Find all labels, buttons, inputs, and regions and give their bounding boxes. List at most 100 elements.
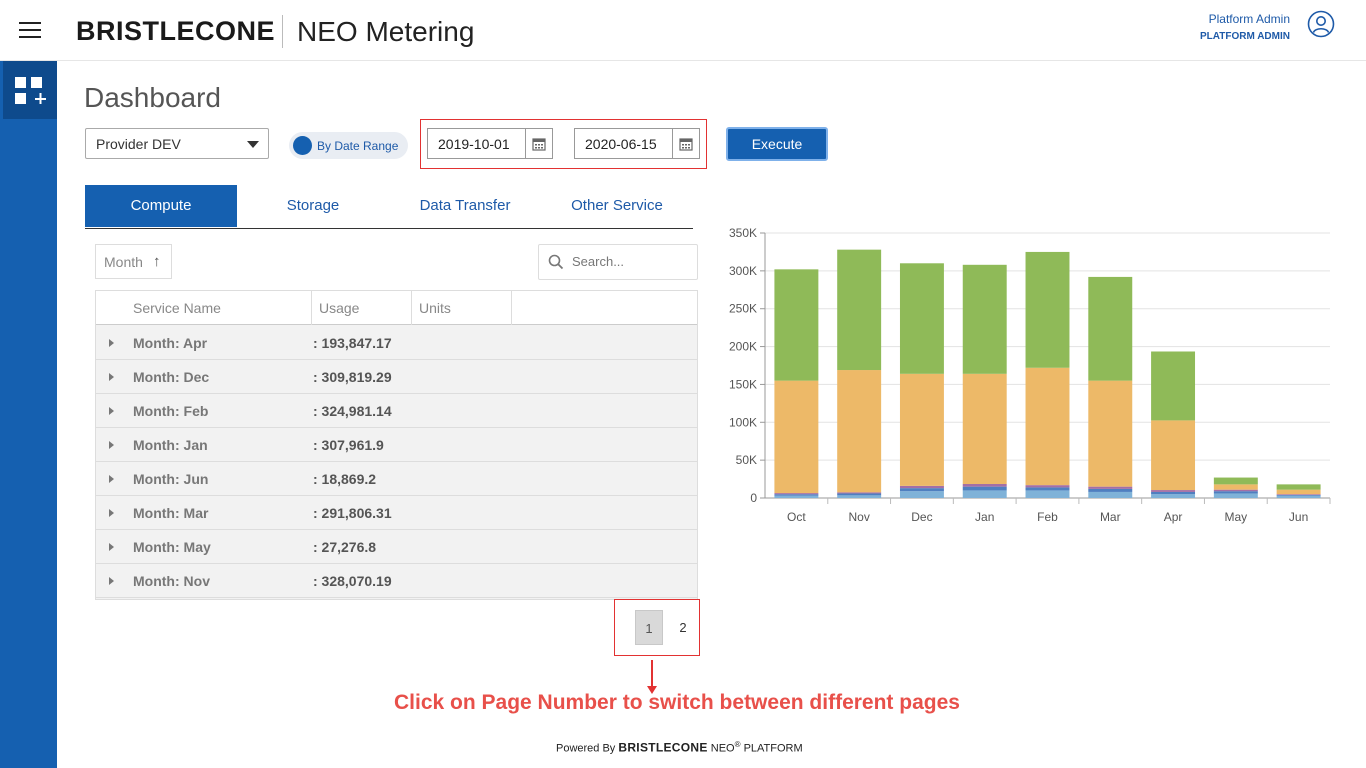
user-name[interactable]: Platform Admin <box>1208 12 1290 26</box>
bar-segment <box>1088 488 1133 492</box>
x-tick-label: Mar <box>1100 510 1121 524</box>
chevron-down-icon <box>247 141 259 148</box>
page-button-1[interactable]: 1 <box>635 610 663 645</box>
x-tick-label: Jan <box>975 510 994 524</box>
bar-segment <box>774 495 819 498</box>
user-avatar-icon[interactable] <box>1307 10 1335 38</box>
bar-segment <box>1151 420 1196 491</box>
dashboard-add-icon <box>15 77 46 104</box>
table-row[interactable]: Month: Apr: 193,847.17 <box>96 326 697 360</box>
bar-segment <box>1025 487 1070 491</box>
y-tick-label: 50K <box>736 453 757 467</box>
expand-icon[interactable] <box>109 373 114 381</box>
end-date-value: 2020-06-15 <box>585 136 657 152</box>
execute-button[interactable]: Execute <box>726 127 828 161</box>
service-tabs: Compute Storage Data Transfer Other Serv… <box>85 185 693 229</box>
expand-icon[interactable] <box>109 407 114 415</box>
end-date-input[interactable]: 2020-06-15 <box>574 128 700 159</box>
expand-icon[interactable] <box>109 577 114 585</box>
expand-icon[interactable] <box>109 509 114 517</box>
tab-compute[interactable]: Compute <box>85 185 237 227</box>
bar-segment <box>1151 351 1196 421</box>
calendar-icon[interactable] <box>525 129 552 158</box>
table-row[interactable]: Month: Mar: 291,806.31 <box>96 496 697 530</box>
bar-segment <box>1088 491 1133 498</box>
y-tick-label: 350K <box>729 226 757 240</box>
date-range-toggle[interactable]: By Date Range <box>289 132 408 159</box>
expand-icon[interactable] <box>109 543 114 551</box>
hamburger-menu-icon[interactable] <box>19 22 41 38</box>
x-tick-label: Oct <box>787 510 806 524</box>
group-by-month-chip[interactable]: Month ↑ <box>95 244 172 279</box>
grid-header: Service Name Usage Units <box>96 291 697 325</box>
bar-segment <box>1276 494 1321 496</box>
bar-segment <box>837 370 882 493</box>
bar-segment <box>837 492 882 494</box>
bar-segment <box>899 488 944 492</box>
expand-icon[interactable] <box>109 441 114 449</box>
pager: 1 2 <box>614 599 700 656</box>
app-title: NEO Metering <box>297 16 475 47</box>
bar-segment <box>962 486 1007 491</box>
bar-segment <box>1088 486 1133 489</box>
column-header-service-name[interactable]: Service Name <box>126 291 312 325</box>
footer-platform: PLATFORM <box>743 742 803 755</box>
bar-segment <box>1276 489 1321 495</box>
x-tick-label: Nov <box>848 510 869 524</box>
y-tick-label: 150K <box>729 377 757 391</box>
bar-segment <box>1025 485 1070 488</box>
search-icon <box>548 254 564 270</box>
tab-other-service[interactable]: Other Service <box>571 197 663 214</box>
bar-segment <box>1088 276 1133 381</box>
expand-icon[interactable] <box>109 475 114 483</box>
annotation-arrow <box>651 660 653 688</box>
x-tick-label: Apr <box>1164 510 1183 524</box>
table-row[interactable]: Month: May: 27,276.8 <box>96 530 697 564</box>
table-row[interactable]: Month: Feb: 324,981.14 <box>96 394 697 428</box>
sort-ascending-icon[interactable]: ↑ <box>153 253 161 270</box>
bar-segment <box>837 249 882 371</box>
date-annotation-box <box>420 119 707 169</box>
bar-segment <box>1151 494 1196 498</box>
table-row[interactable]: Month: Jun: 18,869.2 <box>96 462 697 496</box>
column-header-units[interactable]: Units <box>412 291 512 325</box>
bar-segment <box>962 483 1007 487</box>
bar-segment <box>899 485 944 489</box>
bar-segment <box>1213 484 1258 490</box>
tab-storage[interactable]: Storage <box>286 197 340 214</box>
search-input[interactable] <box>572 254 690 269</box>
bar-segment <box>1025 367 1070 486</box>
y-tick-label: 0 <box>750 491 757 505</box>
column-header-usage[interactable]: Usage <box>312 291 412 325</box>
search-box <box>538 244 698 280</box>
sidebar-item-dashboard[interactable] <box>3 61 57 119</box>
bar-segment <box>774 269 819 381</box>
start-date-value: 2019-10-01 <box>438 136 510 152</box>
x-tick-label: Feb <box>1037 510 1058 524</box>
page-button-2[interactable]: 2 <box>679 620 687 635</box>
footer-product: NEO <box>710 742 735 755</box>
calendar-icon[interactable] <box>672 129 699 158</box>
bar-segment <box>899 491 944 498</box>
y-tick-label: 200K <box>729 340 757 354</box>
y-tick-label: 100K <box>729 415 757 429</box>
table-row[interactable]: Month: Dec: 309,819.29 <box>96 360 697 394</box>
expand-icon[interactable] <box>109 339 114 347</box>
bar-segment <box>1025 490 1070 498</box>
bar-segment <box>1213 477 1258 485</box>
toggle-knob <box>293 136 312 155</box>
start-date-input[interactable]: 2019-10-01 <box>427 128 553 159</box>
bar-segment <box>774 380 819 494</box>
tab-data-transfer[interactable]: Data Transfer <box>419 197 511 214</box>
bar-segment <box>962 490 1007 498</box>
provider-select-value: Provider DEV <box>96 136 181 152</box>
bar-segment <box>1025 251 1070 368</box>
table-row[interactable]: Month: Nov: 328,070.19 <box>96 564 697 598</box>
annotation-text: Click on Page Number to switch between d… <box>394 691 960 714</box>
bar-segment <box>837 495 882 498</box>
usage-stacked-bar-chart: 0 50K 100K 150K 200K 250K 300K 350K Oct Nov Dec Jan… <box>729 226 1331 524</box>
footer: Powered By BRISTLECONE NEO® PLATFORM <box>556 740 803 755</box>
provider-select[interactable]: Provider DEV <box>85 128 269 159</box>
table-row[interactable]: Month: Jan: 307,961.9 <box>96 428 697 462</box>
y-tick-label: 250K <box>729 302 757 316</box>
